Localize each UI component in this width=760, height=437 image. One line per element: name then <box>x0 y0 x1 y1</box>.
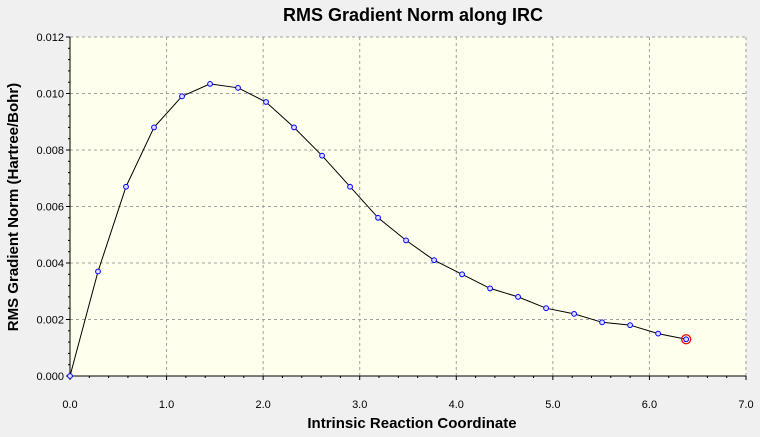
data-point[interactable] <box>431 257 437 264</box>
data-point[interactable] <box>151 124 157 131</box>
x-tick-label: 3.0 <box>352 399 367 411</box>
y-tick-label: 0.012 <box>36 32 64 44</box>
data-point[interactable] <box>487 285 493 292</box>
chart-title: RMS Gradient Norm along IRC <box>283 5 543 25</box>
data-point[interactable] <box>627 322 634 329</box>
data-point[interactable] <box>599 319 606 326</box>
y-tick-label: 0.004 <box>36 258 64 270</box>
data-point[interactable] <box>375 214 381 221</box>
data-point[interactable] <box>683 336 690 343</box>
x-tick-label: 2.0 <box>255 399 270 411</box>
data-point[interactable] <box>319 152 325 159</box>
x-tick-label: 7.0 <box>738 399 753 411</box>
data-point[interactable] <box>95 268 101 275</box>
data-point[interactable] <box>235 84 241 91</box>
data-point[interactable] <box>515 294 521 300</box>
x-tick-label: 6.0 <box>642 399 657 411</box>
y-tick-label: 0.008 <box>36 145 64 157</box>
data-point[interactable] <box>67 373 73 379</box>
data-point[interactable] <box>403 237 409 244</box>
y-tick-label: 0.006 <box>36 202 64 214</box>
data-point[interactable] <box>123 183 129 190</box>
x-axis-label: Intrinsic Reaction Coordinate <box>307 415 516 432</box>
x-tick-label: 5.0 <box>545 399 560 411</box>
data-point[interactable] <box>263 99 269 105</box>
data-point[interactable] <box>543 305 549 312</box>
grid-lines <box>70 36 747 376</box>
y-tick-label: 0.010 <box>36 89 64 101</box>
x-tick-label: 1.0 <box>159 399 174 411</box>
data-point[interactable] <box>207 80 213 87</box>
data-point[interactable] <box>179 93 185 100</box>
y-tick-label: 0.002 <box>36 315 64 327</box>
y-axis-label: RMS Gradient Norm (Hartree/Bohr) <box>5 83 22 331</box>
data-point[interactable] <box>459 271 465 278</box>
data-points <box>67 80 692 379</box>
tick-labels: 0.0 1.0 2.0 3.0 4.0 5.0 6.0 7.0 0.000 0.002 0.004 0… <box>36 32 753 411</box>
x-tick-label: 4.0 <box>449 399 464 411</box>
x-tick-label: 0.0 <box>62 399 77 411</box>
highlight-ring <box>680 334 692 345</box>
data-point[interactable] <box>347 183 353 190</box>
data-point[interactable] <box>291 124 297 131</box>
data-point[interactable] <box>655 330 662 337</box>
y-tick-label: 0.000 <box>36 371 64 383</box>
data-point[interactable] <box>571 310 578 317</box>
